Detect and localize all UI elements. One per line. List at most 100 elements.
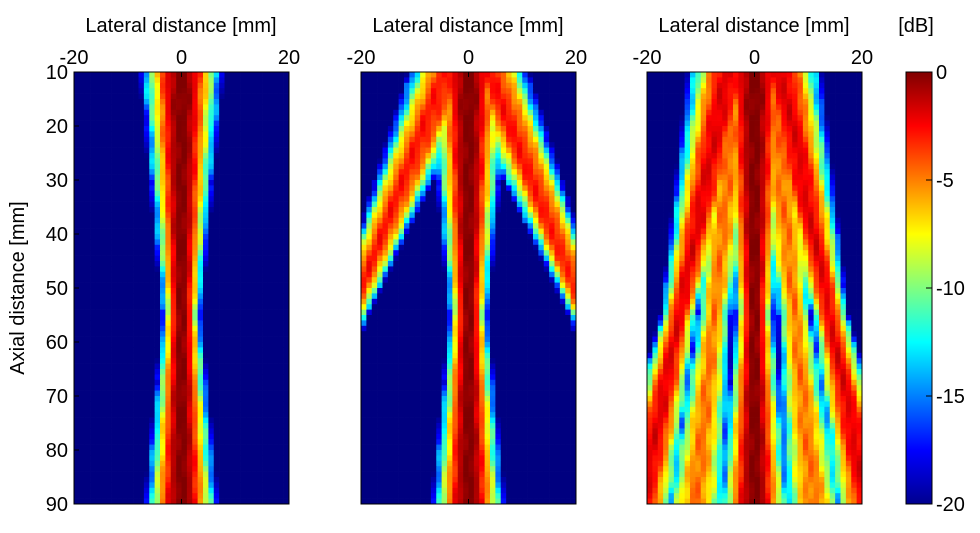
heatmap-cell [219, 466, 225, 472]
heatmap-cell [198, 293, 204, 299]
heatmap-cells-panel-2 [361, 72, 576, 504]
heatmap-cell [176, 94, 182, 100]
heatmap-cell [112, 482, 118, 488]
heatmap-cell [198, 455, 204, 461]
heatmap-cell [495, 212, 501, 218]
heatmap-cell [203, 142, 209, 148]
heatmap-cell [560, 250, 566, 256]
heatmap-cell [106, 266, 112, 272]
heatmap-cell [284, 418, 290, 424]
heatmap-cell [458, 175, 464, 181]
heatmap-cell [431, 229, 437, 235]
heatmap-cell [571, 121, 577, 127]
heatmap-cell [117, 455, 123, 461]
heatmap-cell [246, 299, 252, 305]
heatmap-cell [122, 331, 128, 337]
heatmap-cell [214, 256, 220, 262]
heatmap-cell [262, 104, 268, 110]
heatmap-cell [101, 466, 107, 472]
heatmap-cell [128, 412, 134, 418]
heatmap-cell [241, 142, 247, 148]
heatmap-cell [447, 212, 453, 218]
heatmap-cell [377, 175, 383, 181]
heatmap-cell [106, 250, 112, 256]
heatmap-cell [452, 202, 458, 208]
heatmap-cell [246, 401, 252, 407]
heatmap-cell [409, 191, 415, 197]
heatmap-cell [192, 418, 198, 424]
heatmap-cell [128, 385, 134, 391]
heatmap-cell [79, 266, 85, 272]
heatmap-cell [495, 83, 501, 89]
heatmap-cell [404, 245, 410, 251]
heatmap-cell [447, 131, 453, 137]
heatmap-cell [463, 293, 469, 299]
heatmap-cell [96, 347, 102, 353]
heatmap-cell [133, 83, 139, 89]
heatmap-cell [415, 115, 421, 121]
heatmap-cell [144, 369, 150, 375]
heatmap-cell [187, 131, 193, 137]
heatmap-cell [490, 256, 496, 262]
heatmap-cell [436, 223, 442, 229]
heatmap-cell [149, 142, 155, 148]
heatmap-cell [101, 364, 107, 370]
heatmap-cell [517, 94, 523, 100]
heatmap-cell [501, 266, 507, 272]
heatmap-cell [203, 266, 209, 272]
heatmap-cell [458, 164, 464, 170]
heatmap-cell [278, 466, 284, 472]
heatmap-cell [278, 266, 284, 272]
heatmap-cell [235, 488, 241, 494]
heatmap-cell [208, 412, 214, 418]
heatmap-cell [431, 99, 437, 105]
heatmap-cell [544, 164, 550, 170]
heatmap-cell [74, 482, 80, 488]
heatmap-cell [230, 261, 236, 267]
heatmap-cell [257, 245, 263, 251]
heatmap-cell [447, 110, 453, 116]
heatmap-cell [544, 304, 550, 310]
heatmap-cell [133, 126, 139, 132]
heatmap-cell [133, 288, 139, 294]
heatmap-cell [273, 218, 279, 224]
heatmap-cell [442, 229, 448, 235]
heatmap-cell [278, 299, 284, 305]
heatmap-cell [458, 245, 464, 251]
heatmap-cell [452, 218, 458, 224]
heatmap-cell [101, 153, 107, 159]
heatmap-cell [528, 88, 534, 94]
heatmap-cell [431, 110, 437, 116]
heatmap-cell [469, 164, 475, 170]
heatmap-cell [512, 104, 518, 110]
heatmap-cell [452, 110, 458, 116]
heatmap-cell [262, 353, 268, 359]
heatmap-cell [273, 488, 279, 494]
heatmap-cell [528, 229, 534, 235]
heatmap-cell [225, 401, 231, 407]
heatmap-cell [426, 115, 432, 121]
heatmap-cell [96, 277, 102, 283]
heatmap-cell [565, 88, 571, 94]
heatmap-cell [426, 175, 432, 181]
heatmap-cell [517, 212, 523, 218]
heatmap-cell [198, 331, 204, 337]
heatmap-cell [203, 326, 209, 332]
heatmap-cell [415, 180, 421, 186]
heatmap-cell [452, 234, 458, 240]
heatmap-cell [149, 401, 155, 407]
heatmap-cell [565, 77, 571, 83]
heatmap-cell [469, 104, 475, 110]
heatmap-cell [388, 288, 394, 294]
heatmap-cell [208, 466, 214, 472]
heatmap-cell [160, 277, 166, 283]
heatmap-cell [268, 493, 274, 499]
heatmap-cell [96, 401, 102, 407]
heatmap-cell [214, 196, 220, 202]
heatmap-cell [278, 315, 284, 321]
heatmap-cell [106, 131, 112, 137]
heatmap-cell [79, 142, 85, 148]
heatmap-cell [463, 191, 469, 197]
heatmap-cell [128, 401, 134, 407]
heatmap-cell [241, 320, 247, 326]
